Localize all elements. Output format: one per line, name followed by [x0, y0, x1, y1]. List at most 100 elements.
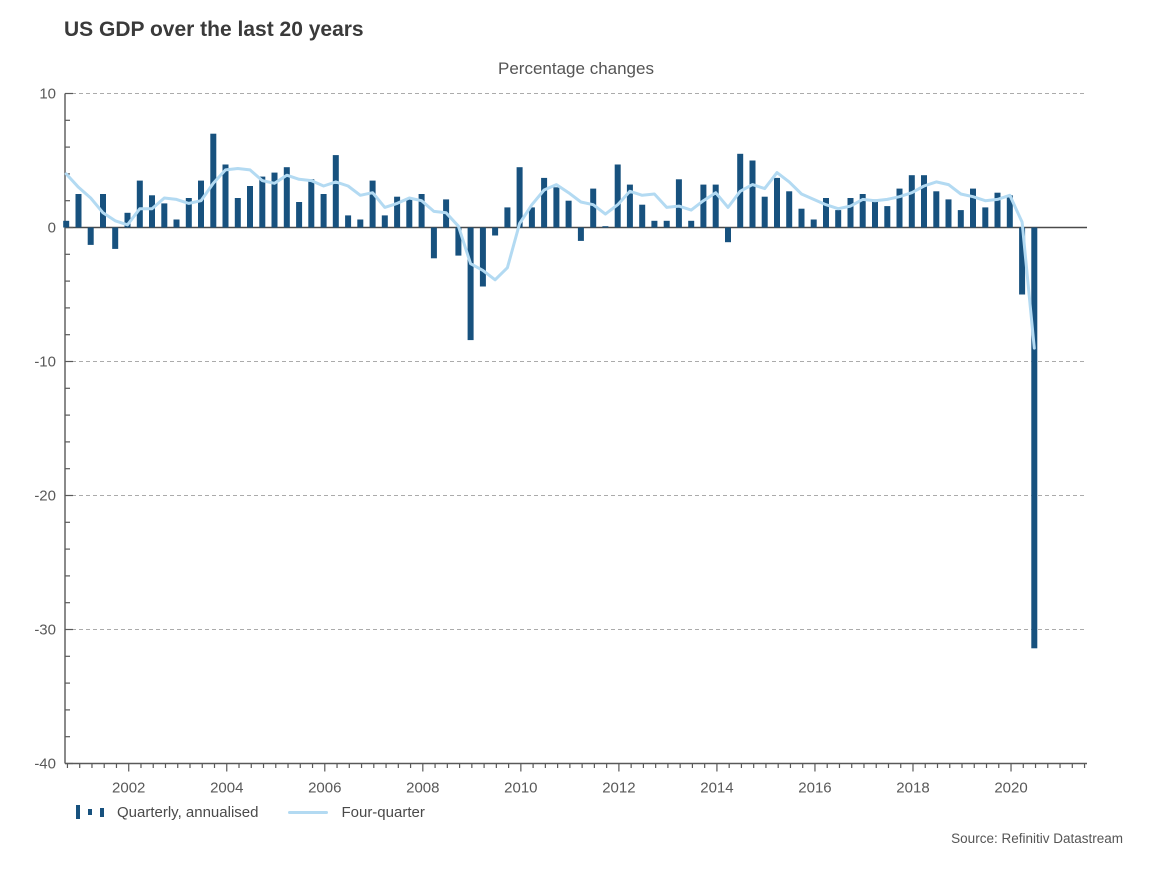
x-axis-label: 2010 — [504, 780, 537, 797]
gdp-quarterly-bar — [614, 164, 621, 228]
gdp-quarterly-bar — [675, 179, 682, 228]
gdp-quarterly-bar — [945, 199, 952, 228]
gdp-quarterly-bar — [418, 194, 425, 228]
gdp-quarterly-bar — [283, 167, 290, 228]
gdp-quarterly-bar — [516, 167, 523, 228]
gdp-quarterly-bar — [75, 194, 82, 228]
gdp-quarterly-bar — [957, 210, 964, 228]
gdp-quarterly-bar — [798, 208, 805, 228]
gdp-quarterly-bar — [381, 215, 388, 228]
legend-label-four-quarter: Four-quarter — [341, 803, 425, 821]
x-axis-label: 2014 — [700, 780, 733, 797]
gdp-quarterly-bar — [835, 210, 842, 228]
gdp-quarterly-bar — [369, 180, 376, 228]
gdp-quarterly-bar — [247, 186, 253, 228]
gdp-quarterly-bar — [908, 175, 915, 228]
gdp-quarterly-bar — [847, 198, 854, 228]
y-axis-label: -30 — [34, 622, 56, 639]
y-axis-label: -10 — [34, 354, 56, 371]
gdp-quarterly-bar — [479, 227, 486, 287]
gdp-quarterly-bar — [124, 212, 131, 228]
y-axis-label: -20 — [34, 488, 56, 505]
gdp-quarterly-bar — [357, 219, 364, 228]
gdp-quarterly-bar — [541, 177, 548, 228]
legend: Quarterly, annualised Four-quarter — [76, 801, 425, 823]
gdp-quarterly-bar — [332, 155, 339, 228]
gdp-quarterly-bar — [320, 194, 327, 228]
gdp-quarterly-bar — [1006, 195, 1013, 228]
gdp-quarterly-bar — [884, 206, 891, 228]
gdp-quarterly-bar — [492, 227, 499, 236]
gdp-quarterly-bar — [63, 220, 70, 228]
gdp-quarterly-bar — [859, 194, 866, 228]
gdp-quarterly-bar — [173, 219, 180, 228]
gdp-quarterly-bar — [651, 220, 658, 228]
gdp-quarterly-bar — [185, 198, 192, 228]
gdp-quarterly-bar — [222, 164, 229, 228]
gdp-quarterly-bar — [774, 177, 780, 228]
gdp-quarterly-bar — [161, 203, 168, 228]
gdp-quarterly-bar — [994, 192, 1001, 228]
y-axis-label: 0 — [48, 220, 56, 237]
source-credit: Source: Refinitiv Datastream — [951, 831, 1123, 846]
gdp-quarterly-bar — [626, 184, 633, 228]
y-axis-label: 10 — [39, 86, 56, 103]
gdp-quarterly-bar — [786, 191, 793, 228]
gdp-quarterly-bar — [896, 188, 903, 228]
x-axis-label: 2008 — [406, 780, 439, 797]
gdp-quarterly-bar — [700, 184, 707, 228]
gdp-quarterly-bar — [406, 198, 413, 228]
gdp-quarterly-bar — [725, 227, 731, 243]
gdp-quarterly-bar — [1031, 227, 1038, 649]
bar-series-marker-icon — [76, 804, 104, 820]
gdp-quarterly-bar — [933, 191, 940, 228]
gdp-quarterly-bar — [467, 227, 474, 341]
gdp-quarterly-bar — [663, 220, 670, 228]
x-axis-label: 2016 — [798, 780, 831, 797]
gdp-quarterly-bar — [602, 226, 609, 228]
gdp-quarterly-bar — [823, 198, 829, 228]
gdp-quarterly-bar — [234, 198, 241, 228]
x-axis-label: 2006 — [308, 780, 341, 797]
gdp-quarterly-bar — [87, 227, 94, 245]
gdp-quarterly-bar — [112, 227, 119, 249]
gdp-quarterly-bar — [345, 215, 352, 228]
legend-label-quarterly: Quarterly, annualised — [117, 803, 259, 821]
gdp-quarterly-bar — [921, 175, 927, 228]
legend-item-quarterly: Quarterly, annualised — [76, 804, 258, 821]
gdp-quarterly-bar — [198, 180, 204, 228]
gdp-quarterly-bar — [210, 133, 217, 228]
gdp-quarterly-bar — [712, 184, 719, 228]
x-axis-label: 2002 — [112, 780, 145, 797]
gdp-quarterly-bar — [430, 227, 437, 259]
gdp-quarterly-bar — [761, 196, 768, 228]
gdp-quarterly-bar — [271, 172, 278, 228]
gdp-quarterly-bar — [970, 188, 976, 228]
gdp-quarterly-bar — [565, 200, 572, 228]
four-quarter-line — [64, 167, 1036, 350]
gdp-quarterly-bar — [455, 227, 462, 256]
chart-title: US GDP over the last 20 years — [64, 18, 364, 41]
gdp-quarterly-bar — [553, 187, 560, 228]
gdp-quarterly-bar — [149, 195, 155, 228]
gdp-quarterly-bar — [577, 227, 584, 241]
y-axis-label: -40 — [34, 756, 56, 773]
gdp-quarterly-bar — [590, 188, 597, 228]
chart-subtitle: Percentage changes — [498, 59, 654, 78]
line-series-marker-icon — [288, 810, 329, 814]
gdp-quarterly-bar — [296, 202, 303, 228]
gdp-quarterly-bar — [504, 207, 511, 228]
gdp-quarterly-bar — [872, 199, 878, 228]
x-axis-label: 2020 — [994, 780, 1027, 797]
gdp-quarterly-bar — [394, 196, 401, 228]
gdp-quarterly-bar — [688, 220, 695, 228]
gdp-quarterly-bar — [528, 207, 535, 228]
gdp-quarterly-bar — [1019, 227, 1026, 295]
gdp-quarterly-bar — [136, 180, 143, 228]
gdp-quarterly-bar — [749, 160, 756, 228]
gdp-quarterly-bar — [308, 179, 315, 228]
x-axis-label: 2018 — [896, 780, 929, 797]
gdp-quarterly-bar — [259, 176, 266, 228]
